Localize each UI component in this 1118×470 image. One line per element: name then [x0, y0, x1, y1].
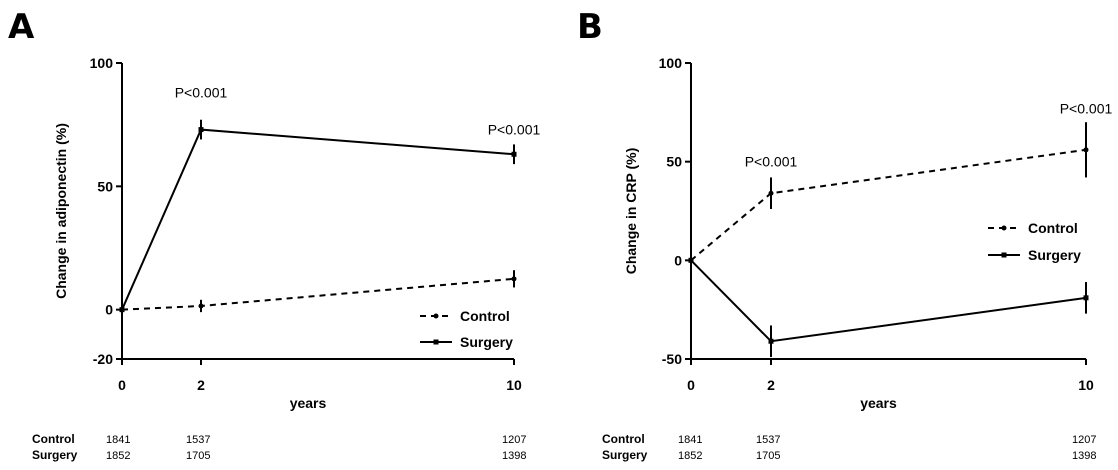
panel-b-letter: B — [577, 7, 603, 47]
data-point — [198, 303, 204, 309]
risk-table-value: 1398 — [1072, 450, 1096, 462]
y-tick-label: 0 — [674, 252, 682, 268]
legend-marker — [1001, 252, 1007, 258]
series-line-control — [121, 277, 515, 311]
data-point — [119, 307, 125, 313]
series-line-surgery — [690, 259, 1087, 343]
risk-table-value: 1841 — [678, 434, 702, 446]
x-axis-title: years — [290, 395, 327, 411]
risk-table-value: 1705 — [756, 450, 780, 462]
risk-table-label-control: Control — [602, 432, 645, 446]
y-axis-title: Change in CRP (%) — [623, 148, 639, 275]
risk-table-value: 1537 — [756, 434, 780, 446]
panel-a-letter: A — [8, 7, 35, 47]
risk-table-label-surgery: Surgery — [32, 448, 78, 462]
risk-table-label-surgery: Surgery — [602, 448, 648, 462]
panel-b-chart: -50 0 50 100 0 2 10 years Change in CRP (%) P<0.0… — [602, 55, 1112, 462]
data-point — [1083, 295, 1089, 301]
y-tick-label: 0 — [105, 302, 113, 318]
p-value-annotation: P<0.001 — [1060, 100, 1113, 116]
p-value-annotation: P<0.001 — [488, 122, 541, 138]
y-tick-label: -20 — [93, 351, 113, 367]
series-line-surgery — [121, 128, 515, 311]
risk-table-value: 1207 — [1072, 434, 1096, 446]
legend-marker — [433, 313, 439, 319]
legend-label-control: Control — [1028, 220, 1078, 236]
legend-label-control: Control — [460, 308, 510, 324]
y-tick-label: 100 — [90, 55, 114, 71]
panel-a-chart: -20 0 50 100 0 2 10 years Change in adiponectin … — [32, 55, 540, 462]
legend-marker — [1001, 225, 1007, 231]
p-value-annotation: P<0.001 — [175, 85, 228, 101]
data-point — [511, 276, 517, 282]
data-point — [511, 151, 517, 157]
x-tick-label: 0 — [118, 377, 126, 393]
data-point — [768, 190, 774, 196]
data-point — [688, 257, 694, 263]
legend-marker — [433, 339, 439, 345]
risk-table-value: 1705 — [186, 450, 210, 462]
x-tick-label: 10 — [1078, 377, 1094, 393]
y-tick-label: 50 — [666, 154, 682, 170]
risk-table-value: 1841 — [106, 434, 130, 446]
risk-table-value: 1398 — [502, 450, 526, 462]
x-axis-title: years — [860, 395, 897, 411]
risk-table-value: 1852 — [106, 450, 130, 462]
data-point — [768, 338, 774, 344]
y-tick-label: 100 — [659, 55, 683, 71]
risk-table-value: 1207 — [502, 434, 526, 446]
risk-table-value: 1537 — [186, 434, 210, 446]
y-tick-label: 50 — [97, 178, 113, 194]
p-value-annotation: P<0.001 — [745, 154, 798, 170]
x-tick-label: 0 — [687, 377, 695, 393]
legend-label-surgery: Surgery — [1028, 247, 1081, 263]
x-tick-label: 2 — [767, 377, 775, 393]
data-point — [198, 127, 204, 133]
x-tick-label: 10 — [506, 377, 522, 393]
x-tick-label: 2 — [197, 377, 205, 393]
y-tick-label: -50 — [662, 351, 682, 367]
legend-label-surgery: Surgery — [460, 334, 513, 350]
risk-table-label-control: Control — [32, 432, 75, 446]
y-axis-title: Change in adiponectin (%) — [53, 123, 69, 299]
data-point — [1083, 147, 1089, 153]
risk-table-value: 1852 — [678, 450, 702, 462]
